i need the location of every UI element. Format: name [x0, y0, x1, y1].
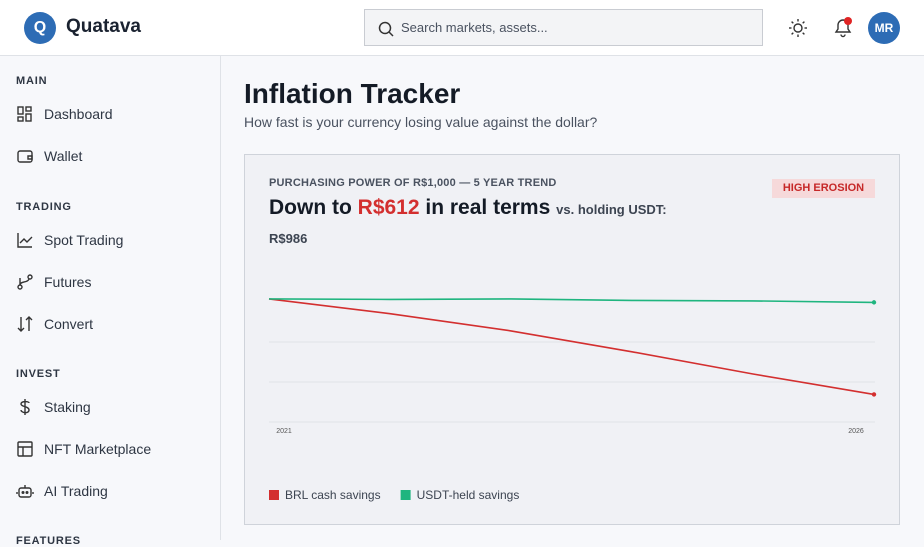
- nav-item[interactable]: Staking: [16, 397, 206, 417]
- nav-item[interactable]: Futures: [16, 272, 206, 292]
- nav-label: Wallet: [44, 148, 83, 164]
- headline-tail: in real terms: [425, 196, 551, 219]
- status-badge: HIGH EROSION: [772, 179, 875, 198]
- headline-lead: Down to: [269, 196, 352, 219]
- section-title: TRADING: [16, 201, 72, 213]
- theme-toggle[interactable]: [788, 18, 808, 38]
- brand[interactable]: Quatava: [66, 16, 141, 37]
- nav-label: Dashboard: [44, 106, 113, 122]
- icon: [17, 233, 33, 248]
- page-title: Inflation Tracker: [244, 78, 461, 109]
- notifications[interactable]: [832, 15, 854, 39]
- nav-item[interactable]: NFT Marketplace: [16, 439, 206, 459]
- icon: [20, 399, 30, 415]
- card-kicker: PURCHASING POWER OF R$1,000 — 5 YEAR TRE…: [269, 177, 557, 189]
- search-box[interactable]: Search markets, assets...: [364, 9, 763, 46]
- section-title: FEATURES: [16, 535, 81, 547]
- nav-label: Convert: [44, 316, 94, 332]
- card-headline: Down to R$612 in real terms vs. holding …: [269, 194, 699, 252]
- logo[interactable]: Q: [24, 12, 56, 44]
- header: Q Quatava Search markets, assets... MR: [0, 0, 924, 56]
- icon: [16, 485, 34, 498]
- nav-item[interactable]: AI Trading: [16, 481, 206, 501]
- search-icon: [378, 21, 394, 37]
- nav-item[interactable]: Dashboard: [16, 104, 206, 124]
- headline-amount: R$612: [357, 196, 420, 219]
- page-subtitle: How fast is your currency losing value a…: [244, 114, 598, 130]
- search-placeholder: Search markets, assets...: [401, 20, 548, 35]
- sidebar: MAIN Dashboard Wallet TRADING Spot Tradi…: [0, 56, 221, 547]
- headline-comparison: vs. holding USDT: R$986: [269, 202, 667, 246]
- icon: [17, 274, 33, 290]
- icon: [17, 106, 32, 122]
- nav-label: AI Trading: [44, 483, 108, 499]
- icon: [17, 150, 33, 163]
- section-title: MAIN: [16, 75, 48, 87]
- nav-item[interactable]: Convert: [16, 314, 206, 334]
- avatar[interactable]: MR: [868, 12, 900, 44]
- nav-label: Spot Trading: [44, 232, 124, 248]
- nav-item[interactable]: Spot Trading: [16, 230, 206, 250]
- nav-label: Futures: [44, 274, 92, 290]
- nav-item[interactable]: Wallet: [16, 146, 206, 166]
- nav-label: NFT Marketplace: [44, 441, 152, 457]
- icon: [17, 316, 33, 332]
- nav-label: Staking: [44, 399, 91, 415]
- section-title: INVEST: [16, 368, 61, 380]
- icon: [17, 441, 33, 457]
